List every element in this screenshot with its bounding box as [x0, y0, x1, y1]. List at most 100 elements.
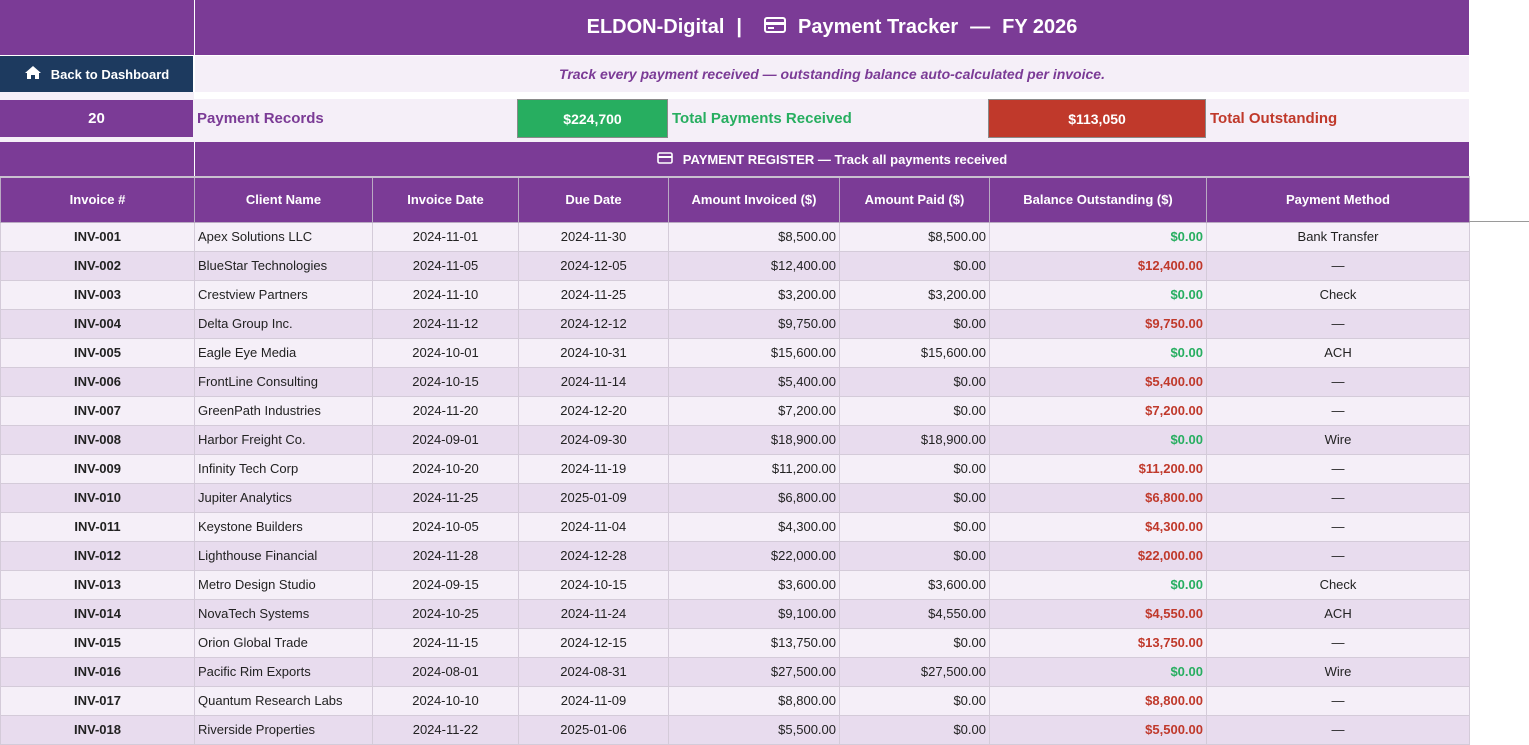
balance-cell[interactable]: $22,000.00: [989, 540, 1207, 571]
payment-method-cell[interactable]: Check: [1206, 569, 1470, 600]
payment-method-cell[interactable]: —: [1206, 453, 1470, 484]
due-date-cell[interactable]: 2024-11-14: [518, 366, 669, 397]
column-header-due-date[interactable]: Due Date: [518, 176, 669, 223]
amount-paid-cell[interactable]: $3,600.00: [839, 569, 990, 600]
client-cell[interactable]: FrontLine Consulting: [194, 366, 373, 397]
table-row[interactable]: INV-015 Orion Global Trade 2024-11-15 2024-…: [0, 627, 1470, 658]
table-row[interactable]: INV-002 BlueStar Technologies 2024-11-05 20…: [0, 250, 1470, 281]
due-date-cell[interactable]: 2024-11-25: [518, 279, 669, 310]
payment-method-cell[interactable]: ACH: [1206, 337, 1470, 368]
amount-paid-cell[interactable]: $0.00: [839, 308, 990, 339]
table-row[interactable]: INV-016 Pacific Rim Exports 2024-08-01 2024…: [0, 656, 1470, 687]
table-row[interactable]: INV-008 Harbor Freight Co. 2024-09-01 2024-…: [0, 424, 1470, 455]
payment-method-cell[interactable]: —: [1206, 627, 1470, 658]
amount-paid-cell[interactable]: $0.00: [839, 714, 990, 745]
client-cell[interactable]: Lighthouse Financial: [194, 540, 373, 571]
invoice-cell[interactable]: INV-014: [0, 598, 195, 629]
balance-cell[interactable]: $4,550.00: [989, 598, 1207, 629]
amount-invoiced-cell[interactable]: $6,800.00: [668, 482, 840, 513]
invoice-date-cell[interactable]: 2024-11-28: [372, 540, 519, 571]
invoice-date-cell[interactable]: 2024-11-12: [372, 308, 519, 339]
invoice-date-cell[interactable]: 2024-11-01: [372, 221, 519, 252]
balance-cell[interactable]: $8,800.00: [989, 685, 1207, 716]
balance-cell[interactable]: $11,200.00: [989, 453, 1207, 484]
payment-method-cell[interactable]: —: [1206, 366, 1470, 397]
due-date-cell[interactable]: 2024-11-09: [518, 685, 669, 716]
payment-method-cell[interactable]: Bank Transfer: [1206, 221, 1470, 252]
amount-paid-cell[interactable]: $0.00: [839, 511, 990, 542]
invoice-cell[interactable]: INV-011: [0, 511, 195, 542]
column-header-balance[interactable]: Balance Outstanding ($): [989, 176, 1207, 223]
client-cell[interactable]: Metro Design Studio: [194, 569, 373, 600]
client-cell[interactable]: Eagle Eye Media: [194, 337, 373, 368]
amount-paid-cell[interactable]: $0.00: [839, 395, 990, 426]
payment-method-cell[interactable]: Wire: [1206, 656, 1470, 687]
due-date-cell[interactable]: 2024-10-31: [518, 337, 669, 368]
column-header-invoice-date[interactable]: Invoice Date: [372, 176, 519, 223]
invoice-date-cell[interactable]: 2024-11-20: [372, 395, 519, 426]
invoice-cell[interactable]: INV-017: [0, 685, 195, 716]
client-cell[interactable]: Crestview Partners: [194, 279, 373, 310]
client-cell[interactable]: Delta Group Inc.: [194, 308, 373, 339]
amount-paid-cell[interactable]: $0.00: [839, 540, 990, 571]
invoice-date-cell[interactable]: 2024-11-05: [372, 250, 519, 281]
table-row[interactable]: INV-004 Delta Group Inc. 2024-11-12 2024-12…: [0, 308, 1470, 339]
invoice-date-cell[interactable]: 2024-08-01: [372, 656, 519, 687]
invoice-date-cell[interactable]: 2024-11-22: [372, 714, 519, 745]
amount-invoiced-cell[interactable]: $15,600.00: [668, 337, 840, 368]
due-date-cell[interactable]: 2024-11-30: [518, 221, 669, 252]
balance-cell[interactable]: $0.00: [989, 279, 1207, 310]
amount-invoiced-cell[interactable]: $27,500.00: [668, 656, 840, 687]
client-cell[interactable]: Apex Solutions LLC: [194, 221, 373, 252]
payment-method-cell[interactable]: —: [1206, 395, 1470, 426]
amount-paid-cell[interactable]: $0.00: [839, 685, 990, 716]
payment-method-cell[interactable]: —: [1206, 540, 1470, 571]
due-date-cell[interactable]: 2024-12-20: [518, 395, 669, 426]
back-to-dashboard-button[interactable]: Back to Dashboard: [0, 56, 193, 92]
amount-invoiced-cell[interactable]: $9,100.00: [668, 598, 840, 629]
amount-invoiced-cell[interactable]: $7,200.00: [668, 395, 840, 426]
invoice-cell[interactable]: INV-005: [0, 337, 195, 368]
due-date-cell[interactable]: 2024-09-30: [518, 424, 669, 455]
due-date-cell[interactable]: 2024-08-31: [518, 656, 669, 687]
client-cell[interactable]: Orion Global Trade: [194, 627, 373, 658]
amount-paid-cell[interactable]: $8,500.00: [839, 221, 990, 252]
client-cell[interactable]: Harbor Freight Co.: [194, 424, 373, 455]
invoice-cell[interactable]: INV-001: [0, 221, 195, 252]
amount-paid-cell[interactable]: $27,500.00: [839, 656, 990, 687]
amount-paid-cell[interactable]: $0.00: [839, 366, 990, 397]
balance-cell[interactable]: $0.00: [989, 569, 1207, 600]
amount-invoiced-cell[interactable]: $3,200.00: [668, 279, 840, 310]
amount-paid-cell[interactable]: $15,600.00: [839, 337, 990, 368]
due-date-cell[interactable]: 2025-01-06: [518, 714, 669, 745]
invoice-cell[interactable]: INV-004: [0, 308, 195, 339]
invoice-cell[interactable]: INV-018: [0, 714, 195, 745]
invoice-date-cell[interactable]: 2024-09-15: [372, 569, 519, 600]
invoice-date-cell[interactable]: 2024-10-15: [372, 366, 519, 397]
table-row[interactable]: INV-013 Metro Design Studio 2024-09-15 2024…: [0, 569, 1470, 600]
payment-method-cell[interactable]: —: [1206, 714, 1470, 745]
payment-method-cell[interactable]: —: [1206, 685, 1470, 716]
due-date-cell[interactable]: 2025-01-09: [518, 482, 669, 513]
client-cell[interactable]: Keystone Builders: [194, 511, 373, 542]
table-row[interactable]: INV-007 GreenPath Industries 2024-11-20 202…: [0, 395, 1470, 426]
amount-invoiced-cell[interactable]: $18,900.00: [668, 424, 840, 455]
amount-invoiced-cell[interactable]: $8,800.00: [668, 685, 840, 716]
balance-cell[interactable]: $4,300.00: [989, 511, 1207, 542]
invoice-cell[interactable]: INV-016: [0, 656, 195, 687]
invoice-date-cell[interactable]: 2024-09-01: [372, 424, 519, 455]
due-date-cell[interactable]: 2024-12-05: [518, 250, 669, 281]
balance-cell[interactable]: $7,200.00: [989, 395, 1207, 426]
balance-cell[interactable]: $0.00: [989, 424, 1207, 455]
column-header-amount-invoiced[interactable]: Amount Invoiced ($): [668, 176, 840, 223]
table-row[interactable]: INV-017 Quantum Research Labs 2024-10-10 20…: [0, 685, 1470, 716]
due-date-cell[interactable]: 2024-11-24: [518, 598, 669, 629]
amount-invoiced-cell[interactable]: $13,750.00: [668, 627, 840, 658]
table-row[interactable]: INV-014 NovaTech Systems 2024-10-25 2024-11…: [0, 598, 1470, 629]
invoice-cell[interactable]: INV-002: [0, 250, 195, 281]
invoice-cell[interactable]: INV-012: [0, 540, 195, 571]
client-cell[interactable]: Quantum Research Labs: [194, 685, 373, 716]
invoice-date-cell[interactable]: 2024-10-05: [372, 511, 519, 542]
balance-cell[interactable]: $12,400.00: [989, 250, 1207, 281]
column-header-invoice[interactable]: Invoice #: [0, 176, 195, 223]
